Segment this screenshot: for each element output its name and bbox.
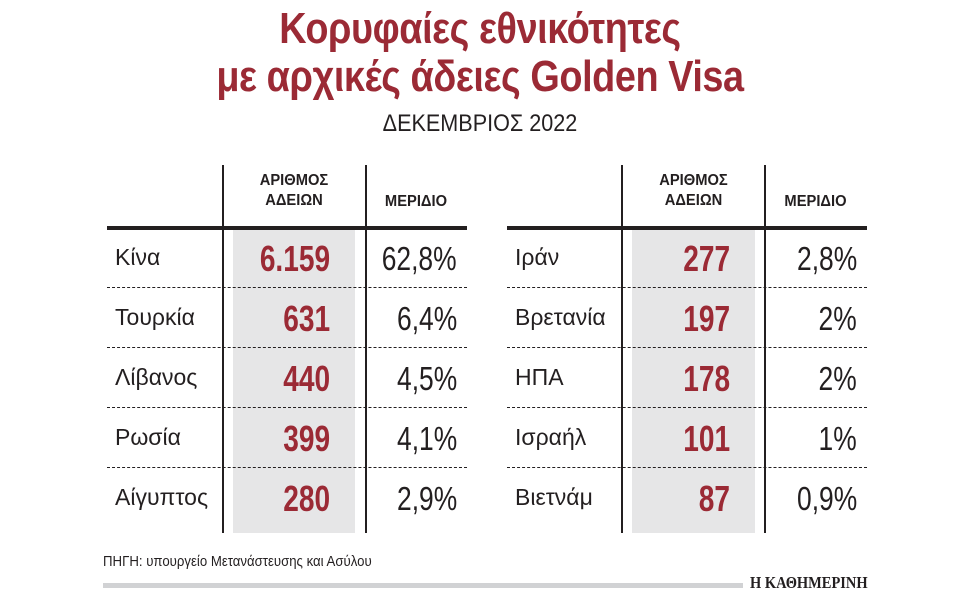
table-row: Ρωσία 399 4,1% xyxy=(107,410,467,468)
permits-value: 631 xyxy=(283,298,330,339)
row-separator xyxy=(507,407,867,408)
header-permits-line2: ΑΔΕΙΩΝ xyxy=(664,192,723,209)
share-value: 4,5% xyxy=(396,360,457,397)
row-separator xyxy=(507,347,867,348)
table-row: Ιράν 277 2,8% xyxy=(507,230,867,288)
permits-highlight xyxy=(632,230,755,533)
permits-value: 280 xyxy=(283,478,330,519)
table-row: Ισραήλ 101 1% xyxy=(507,410,867,468)
country-name: Βιετνάμ xyxy=(515,484,593,510)
chart-subtitle: ΔΕΚΕΜΒΡΙΟΣ 2022 xyxy=(382,110,578,137)
share-value: 1% xyxy=(818,420,857,457)
header-share: ΜΕΡΙΔΙΟ xyxy=(784,193,847,210)
row-separator xyxy=(107,407,467,408)
country-name: Ιράν xyxy=(515,244,560,270)
table-row: Βιετνάμ 87 0,9% xyxy=(507,470,867,528)
source-note: ΠΗΓΗ: υπουργείο Μετανάστευσης και Ασύλου xyxy=(103,553,372,570)
table-row: Κίνα 6.159 62,8% xyxy=(107,230,467,288)
permits-value: 440 xyxy=(283,358,330,399)
table-row: Βρετανία 197 2% xyxy=(507,290,867,348)
column-divider xyxy=(222,165,224,533)
permits-highlight xyxy=(233,230,355,533)
row-separator xyxy=(107,347,467,348)
table-row: Αίγυπτος 280 2,9% xyxy=(107,470,467,528)
table-left: ΑΡΙΘΜΟΣ ΑΔΕΙΩΝ ΜΕΡΙΔΙΟ Κίνα 6.159 62,8% … xyxy=(107,165,467,535)
share-value: 4,1% xyxy=(396,420,457,457)
permits-value: 6.159 xyxy=(259,238,330,279)
publisher-logo: Η ΚΑΘΗΜΕΡΙΝΗ xyxy=(750,573,868,592)
country-name: ΗΠΑ xyxy=(515,364,564,390)
permits-value: 101 xyxy=(683,418,730,459)
share-value: 2% xyxy=(818,300,857,337)
country-name: Ρωσία xyxy=(115,424,181,450)
table-row: Λίβανος 440 4,5% xyxy=(107,350,467,408)
row-separator xyxy=(507,287,867,288)
row-separator xyxy=(107,467,467,468)
chart-title-line1: Κορυφαίες εθνικότητες xyxy=(279,4,681,53)
header-rule xyxy=(507,226,867,230)
row-separator xyxy=(507,467,867,468)
footer-bar xyxy=(103,583,743,588)
share-value: 2,8% xyxy=(796,240,857,277)
permits-value: 197 xyxy=(683,298,730,339)
column-divider xyxy=(764,165,766,533)
chart-title-line2: με αρχικές άδειες Golden Visa xyxy=(216,52,744,101)
table-row: Τουρκία 631 6,4% xyxy=(107,290,467,348)
table-row: ΗΠΑ 178 2% xyxy=(507,350,867,408)
permits-value: 277 xyxy=(683,238,730,279)
header-permits: ΑΡΙΘΜΟΣ ΑΔΕΙΩΝ xyxy=(238,171,350,211)
column-divider xyxy=(365,165,367,533)
country-name: Αίγυπτος xyxy=(115,484,209,510)
header-rule xyxy=(107,226,467,230)
share-value: 2% xyxy=(818,360,857,397)
country-name: Λίβανος xyxy=(115,364,198,390)
share-value: 2,9% xyxy=(396,480,457,517)
country-name: Βρετανία xyxy=(515,304,606,330)
header-permits-line2: ΑΔΕΙΩΝ xyxy=(265,192,323,209)
share-value: 0,9% xyxy=(796,480,857,517)
header-permits-line1: ΑΡΙΘΜΟΣ xyxy=(659,172,728,189)
country-name: Ισραήλ xyxy=(515,424,587,450)
header-permits-line1: ΑΡΙΘΜΟΣ xyxy=(259,172,329,189)
column-divider xyxy=(621,165,623,533)
header-share: ΜΕΡΙΔΙΟ xyxy=(384,193,448,210)
share-value: 6,4% xyxy=(396,300,457,337)
permits-value: 178 xyxy=(683,358,730,399)
permits-value: 399 xyxy=(283,418,330,459)
row-separator xyxy=(107,287,467,288)
country-name: Κίνα xyxy=(115,244,161,270)
header-permits: ΑΡΙΘΜΟΣ ΑΔΕΙΩΝ xyxy=(637,171,750,211)
table-right: ΑΡΙΘΜΟΣ ΑΔΕΙΩΝ ΜΕΡΙΔΙΟ Ιράν 277 2,8% Βρε… xyxy=(507,165,867,535)
permits-value: 87 xyxy=(698,478,730,519)
country-name: Τουρκία xyxy=(115,304,195,330)
share-value: 62,8% xyxy=(382,240,457,277)
